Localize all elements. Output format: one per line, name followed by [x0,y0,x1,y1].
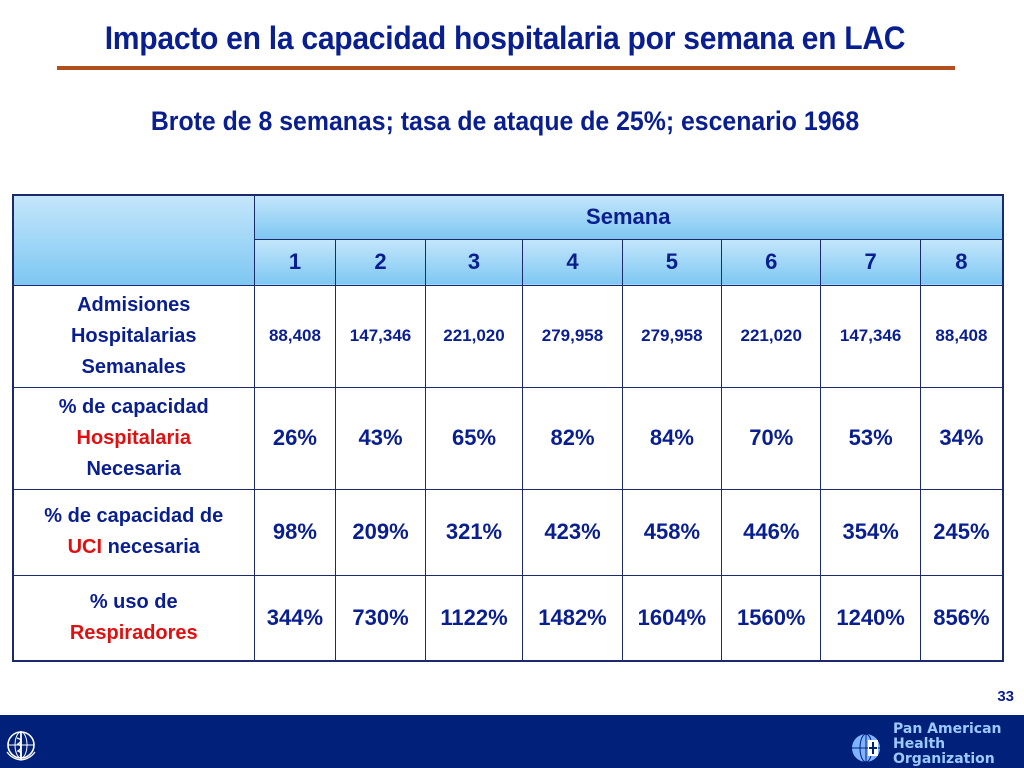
table-row-admisiones: Admisiones Hospitalarias Semanales 88,40… [12,284,1004,388]
table-cell: 856% [919,574,1004,662]
table-cell: 245% [919,488,1004,576]
header-week-4: 4 [522,238,623,286]
table-cell: 423% [522,488,623,576]
org-name-line: Pan American [893,721,1002,737]
table-cell: 65% [424,386,524,490]
row-label-capacidad-uci: % de capacidad de UCI necesaria [12,488,255,576]
table-cell: 1122% [424,574,524,662]
table-cell: 1604% [621,574,723,662]
table-cell: 88,408 [919,284,1004,388]
table-cell: 98% [253,488,337,576]
table-cell: 1240% [820,574,921,662]
row-label-admisiones: Admisiones Hospitalarias Semanales [12,284,255,388]
table-row-respiradores: % uso de Respiradores 344% 730% 1122% 14… [12,574,1004,662]
table-cell: 221,020 [721,284,822,388]
table-cell: 43% [335,386,426,490]
who-emblem-icon [6,731,36,761]
row-label-line: Semanales [81,355,186,378]
row-label-respiradores: % uso de Respiradores [12,574,255,662]
table-cell: 1560% [721,574,822,662]
row-label-line: necesaria [102,536,200,558]
org-name-line: Organization [893,751,995,767]
table-cell: 279,958 [522,284,623,388]
row-label-highlight: UCI [67,536,103,558]
slide-subtitle: Brote de 8 semanas; tasa de ataque de 25… [150,106,860,136]
header-week-7: 7 [820,238,921,286]
header-semana: Semana [253,194,1004,240]
table-cell: 321% [424,488,524,576]
table-row-capacidad-uci: % de capacidad de UCI necesaria 98% 209%… [12,488,1004,576]
paho-emblem-icon [852,733,880,763]
row-label-line: Necesaria [86,457,182,480]
table-cell: 344% [253,574,337,662]
table-row-capacidad-hospitalaria: % de capacidad Hospitalaria Necesaria 26… [12,386,1004,490]
table-cell: 53% [820,386,921,490]
header-week-2: 2 [335,238,426,286]
slide-title: Impacto en la capacidad hospitalaria por… [104,20,906,56]
row-label-line: % de capacidad [58,395,209,418]
org-name-line: Health [893,736,946,752]
row-label-highlight: Hospitalaria [76,426,191,449]
row-label-capacidad-hospitalaria: % de capacidad Hospitalaria Necesaria [12,386,255,490]
table-cell: 458% [621,488,723,576]
table-corner-cell [12,194,255,286]
header-week-5: 5 [621,238,723,286]
table-cell: 209% [335,488,426,576]
row-label-line: Admisiones [77,293,191,316]
header-week-3: 3 [424,238,524,286]
table-cell: 26% [253,386,337,490]
row-label-line: Hospitalarias [70,324,197,347]
table-cell: 147,346 [335,284,426,388]
header-week-1: 1 [253,238,337,286]
header-week-8: 8 [919,238,1004,286]
table-cell: 147,346 [820,284,921,388]
page-number: 33 [997,688,1014,705]
header-weeks-row: 1 2 3 4 5 6 7 8 [13,238,1004,286]
table-cell: 34% [919,386,1004,490]
row-label-line: % de capacidad de [44,505,224,527]
row-label-line: % uso de [89,590,178,613]
table-cell: 1482% [522,574,623,662]
table-cell: 70% [721,386,822,490]
table-cell: 88,408 [253,284,337,388]
organization-name: Pan American Health Organization [893,722,1024,767]
table-cell: 84% [621,386,723,490]
title-underline [57,66,955,70]
table-cell: 730% [335,574,426,662]
table-cell: 354% [820,488,921,576]
table-cell: 221,020 [424,284,524,388]
header-week-6: 6 [721,238,822,286]
capacity-table: Semana 1 2 3 4 5 6 7 8 Admisiones Hospit… [12,194,1004,662]
table-cell: 82% [522,386,623,490]
table-cell: 446% [721,488,822,576]
row-label-highlight: Respiradores [69,621,198,644]
table-cell: 279,958 [621,284,723,388]
footer-bar [0,715,1024,768]
